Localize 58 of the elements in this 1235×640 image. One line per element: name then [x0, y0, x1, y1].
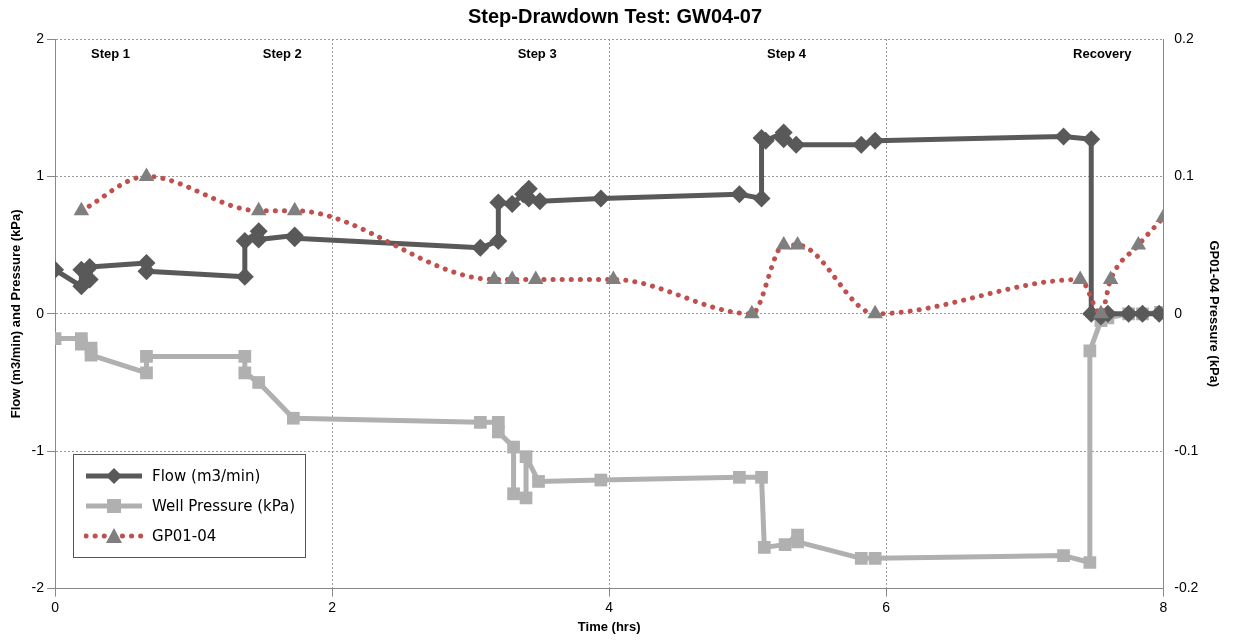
point: [757, 541, 771, 554]
legend-label: GP01-04: [152, 526, 217, 545]
point: [507, 487, 520, 501]
point: [755, 470, 768, 484]
point: [730, 185, 749, 204]
point: [778, 538, 792, 551]
point: [1054, 127, 1073, 146]
point: [235, 231, 254, 250]
annotation: Recovery: [1073, 45, 1133, 61]
point: [1083, 344, 1097, 358]
x-tick-label: 0: [51, 598, 60, 615]
point: [507, 440, 520, 454]
legend-label: Well Pressure (kPa): [152, 496, 296, 515]
point: [594, 473, 608, 487]
point: [791, 535, 804, 549]
point: [503, 194, 522, 213]
annotation: Step 4: [766, 45, 807, 61]
annotation: Step 3: [517, 45, 557, 61]
point: [519, 450, 533, 464]
point: [140, 366, 153, 380]
x-tick-label: 8: [1159, 598, 1168, 615]
point: [532, 475, 545, 488]
y2-tick-label: 0.1: [1174, 167, 1194, 184]
point: [286, 411, 300, 425]
y2-tick-label: -0.1: [1174, 442, 1199, 459]
point: [733, 470, 746, 484]
point: [591, 189, 610, 208]
point: [852, 135, 871, 154]
y-tick-label: 0: [36, 304, 45, 321]
point: [868, 552, 882, 565]
legend-label: Flow (m3/min): [152, 466, 261, 485]
annotation: Step 1: [90, 45, 130, 61]
point: [1083, 556, 1097, 569]
x-tick-label: 2: [328, 598, 337, 615]
point: [854, 552, 868, 565]
point: [489, 193, 508, 212]
y2-tick-label: 0.2: [1174, 29, 1194, 46]
y-axis-title: Flow (m3/min) and Pressure (kPa): [8, 209, 24, 419]
y-tick-label: -1: [31, 442, 45, 459]
y2-axis-title: GP01-04 Pressure (kPa): [1206, 240, 1222, 388]
y2-tick-label: 0: [1174, 304, 1183, 321]
y-tick-label: 2: [36, 29, 45, 46]
y-tick-label: -2: [31, 579, 45, 596]
point: [140, 350, 153, 363]
x-axis-title: Time (hrs): [577, 618, 641, 634]
point: [238, 350, 252, 363]
chart-title: Step-Drawdown Test: GW04-07: [467, 4, 763, 27]
x-tick-label: 6: [882, 598, 891, 615]
point: [238, 366, 252, 380]
x-tick-label: 4: [605, 598, 614, 615]
y2-tick-label: -0.2: [1174, 579, 1199, 596]
point: [1057, 549, 1070, 562]
point: [252, 376, 266, 389]
point: [491, 425, 505, 439]
point: [473, 415, 487, 429]
annotation: Step 2: [262, 45, 302, 61]
y-tick-label: 1: [36, 167, 45, 184]
point: [471, 238, 490, 257]
